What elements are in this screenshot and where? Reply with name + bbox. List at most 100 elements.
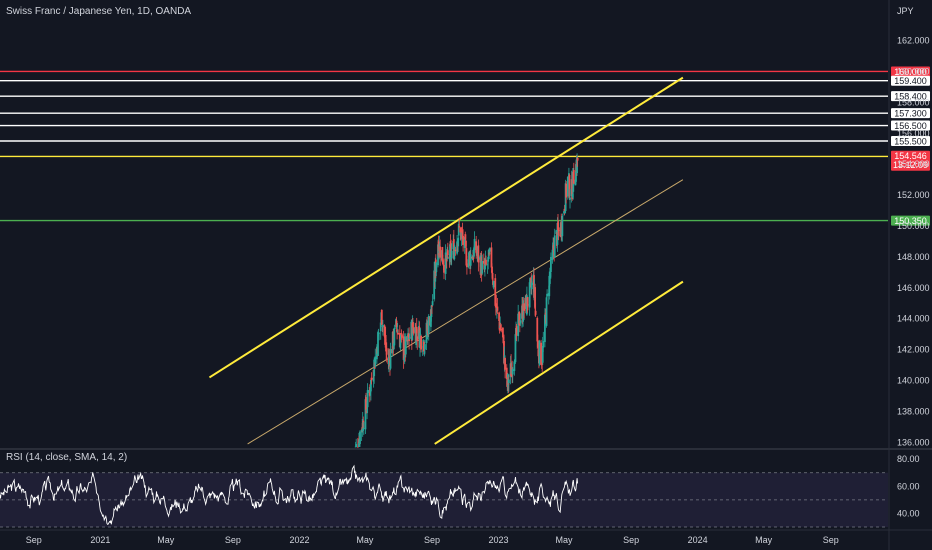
candle-body	[443, 264, 445, 273]
candle-body	[400, 335, 402, 339]
candle-body	[462, 235, 464, 245]
candle-body	[499, 325, 502, 330]
candle-body	[425, 322, 428, 344]
candle-body	[534, 287, 536, 309]
candle-body	[571, 194, 574, 198]
candle-body	[370, 379, 372, 392]
candle-body	[533, 275, 535, 298]
candle-body	[575, 164, 577, 182]
candle-body	[433, 270, 436, 300]
candle-body	[365, 397, 367, 410]
candle-body	[563, 211, 565, 214]
candle-body	[408, 337, 411, 339]
price-axis[interactable]: 162.000 160.000 158.000 156.000 154.000 152.0…	[897, 36, 930, 448]
rsi-tick-label: 60.00	[897, 481, 920, 491]
candle-body	[438, 251, 440, 253]
candle-body	[435, 262, 438, 272]
candle-body	[494, 278, 497, 306]
candle-body	[464, 240, 467, 247]
candle-body	[465, 248, 468, 266]
candle-body	[393, 327, 396, 346]
candle-body	[360, 429, 363, 433]
candle-body	[549, 272, 552, 277]
candle-body	[383, 325, 386, 337]
candle-body	[358, 439, 360, 447]
candle-body	[431, 305, 433, 307]
candle-body	[487, 249, 490, 260]
candle-body	[385, 348, 388, 355]
candle-body	[427, 315, 430, 334]
candle-body	[379, 322, 382, 332]
channel-line-lower[interactable]	[434, 280, 684, 445]
candle-body	[553, 235, 556, 258]
candle-body	[400, 332, 403, 334]
time-axis[interactable]: Sep 2021 May Sep 2022 May Sep 2023 May Sep 2024 May…	[26, 535, 839, 545]
candle-body	[537, 349, 540, 357]
candle-body	[415, 326, 418, 334]
candle-body	[415, 327, 418, 345]
candle-body	[542, 341, 545, 348]
candle-body	[388, 356, 390, 365]
candle-body	[556, 223, 559, 245]
price-tick-label: 152.000	[897, 190, 930, 200]
candle-body	[392, 331, 395, 349]
candle-body	[546, 293, 548, 297]
candle-body	[370, 377, 373, 381]
candle-body	[416, 336, 419, 341]
channel-lines[interactable]	[208, 76, 684, 445]
time-tick-label: Sep	[424, 535, 440, 545]
candle-body	[569, 197, 571, 200]
candle-body	[545, 297, 548, 326]
price-level-badge	[891, 75, 930, 86]
candle-body	[560, 221, 563, 237]
price-tick-label: 146.000	[897, 283, 930, 293]
candle-body	[551, 249, 554, 260]
candle-body	[522, 319, 524, 322]
rsi-line	[0, 464, 579, 525]
candle-body	[402, 336, 405, 360]
channel-line-middle[interactable]	[247, 179, 684, 445]
time-tick-label: May	[755, 535, 773, 545]
price-level-badge-label: 150.350	[894, 216, 927, 226]
candle-body	[397, 333, 400, 335]
candle-body	[362, 420, 365, 429]
candle-body	[422, 341, 425, 352]
candle-body	[401, 334, 403, 338]
candle-body	[548, 276, 551, 297]
candle-body	[457, 224, 460, 236]
current-price-countdown: 13:12:09	[893, 160, 928, 170]
candle-body	[464, 234, 467, 240]
price-level-badge	[891, 108, 930, 119]
candle-body	[564, 211, 566, 214]
candle-body	[369, 390, 372, 393]
candle-body	[511, 369, 514, 375]
time-tick-label: Sep	[26, 535, 42, 545]
candle-body	[454, 249, 457, 252]
candle-body	[488, 248, 491, 252]
candle-body	[491, 272, 494, 280]
time-tick-label: Sep	[623, 535, 639, 545]
candle-body	[458, 226, 461, 228]
candle-body	[420, 335, 422, 350]
price-tick-label: 138.000	[897, 406, 930, 416]
price-level-badge-label: 157.300	[894, 108, 927, 118]
price-level-badge	[891, 120, 930, 131]
candle-body	[550, 256, 552, 273]
candle-body	[523, 303, 526, 311]
candle-body	[468, 252, 470, 262]
candle-body	[517, 313, 520, 337]
price-tick-label: 154.000	[897, 159, 930, 169]
price-level-badge-label: 160.000	[894, 67, 927, 77]
candle-body	[449, 244, 451, 263]
candle-body	[513, 361, 516, 371]
candle-body	[498, 312, 500, 322]
time-tick-label: Sep	[225, 535, 241, 545]
candle-body	[411, 320, 414, 341]
candle-body	[456, 241, 458, 254]
candle-body	[389, 349, 392, 369]
channel-line-upper[interactable]	[208, 76, 684, 379]
